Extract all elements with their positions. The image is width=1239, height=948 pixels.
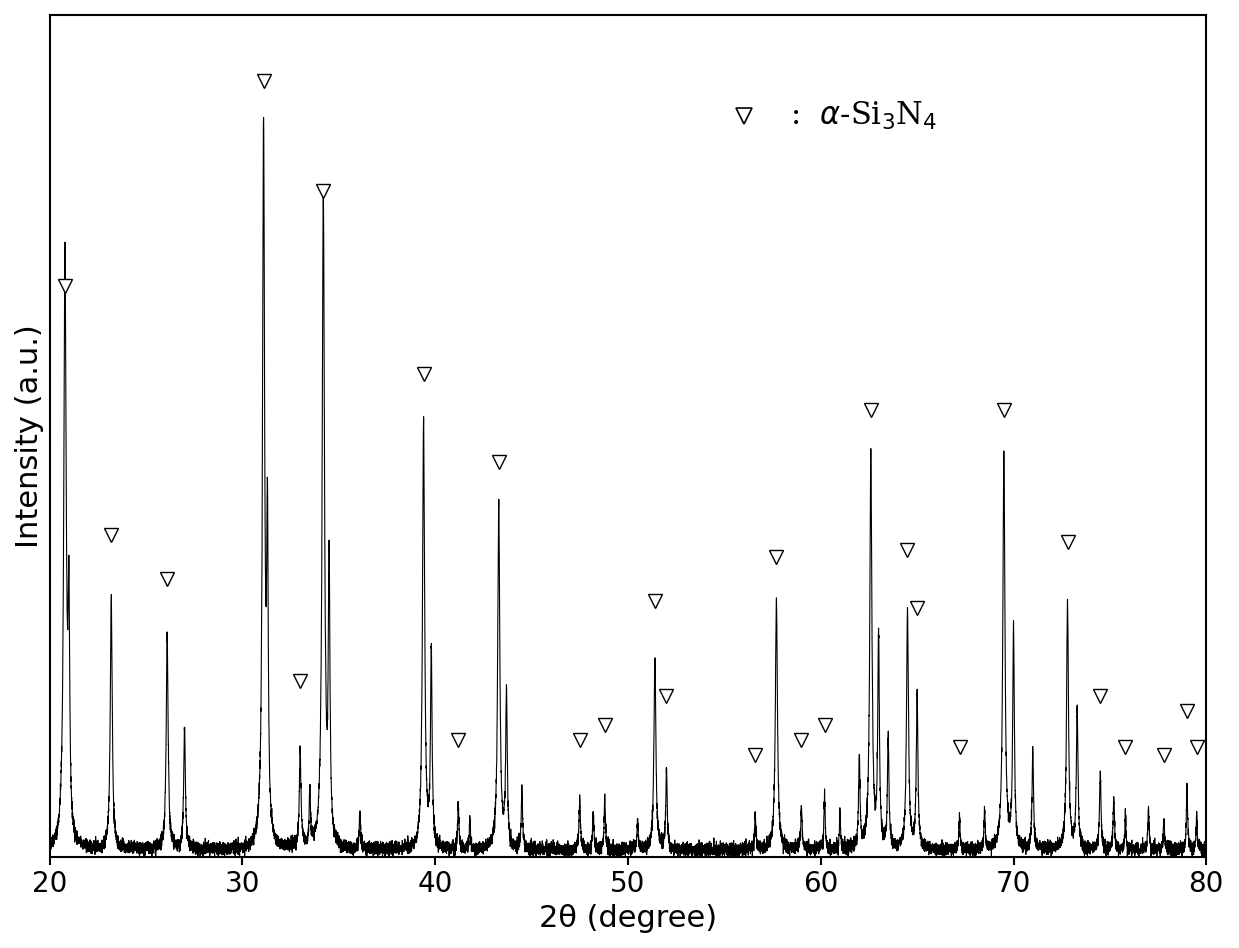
Text: :  $\alpha$-Si$_3$N$_4$: : $\alpha$-Si$_3$N$_4$ bbox=[790, 100, 937, 132]
Y-axis label: Intensity (a.u.): Intensity (a.u.) bbox=[15, 324, 45, 548]
X-axis label: 2θ (degree): 2θ (degree) bbox=[539, 904, 717, 933]
